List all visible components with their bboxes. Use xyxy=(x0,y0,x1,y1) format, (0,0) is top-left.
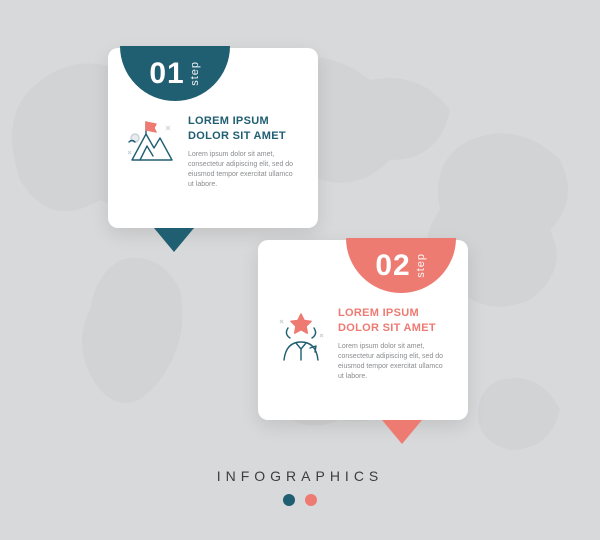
card-title: LOREM IPSUM DOLOR SIT AMET xyxy=(338,306,450,336)
infographic-footer: INFOGRAPHICS xyxy=(0,468,600,506)
step-tab: 02 step xyxy=(346,238,456,293)
card-pointer xyxy=(382,420,422,444)
step-tab: 01 step xyxy=(120,46,230,101)
card-title: LOREM IPSUM DOLOR SIT AMET xyxy=(188,114,300,144)
footer-title: INFOGRAPHICS xyxy=(0,468,600,484)
mountain-flag-icon xyxy=(126,114,176,166)
step-label: step xyxy=(415,253,427,278)
card-description: Lorem ipsum dolor sit amet, consectetur … xyxy=(338,342,450,383)
step-number: 02 xyxy=(375,251,410,281)
legend-dot-2 xyxy=(305,494,317,506)
card-pointer xyxy=(154,228,194,252)
step-label: step xyxy=(189,61,201,86)
step-card-02: 02 step LOREM IPSUM DOLOR SI xyxy=(258,240,468,420)
step-card-01: 01 step LOREM IPSUM DOLOR SI xyxy=(108,48,318,228)
legend-dots xyxy=(0,494,600,506)
person-star-icon xyxy=(276,306,326,362)
legend-dot-1 xyxy=(283,494,295,506)
step-number: 01 xyxy=(149,59,184,89)
card-description: Lorem ipsum dolor sit amet, consectetur … xyxy=(188,150,300,191)
